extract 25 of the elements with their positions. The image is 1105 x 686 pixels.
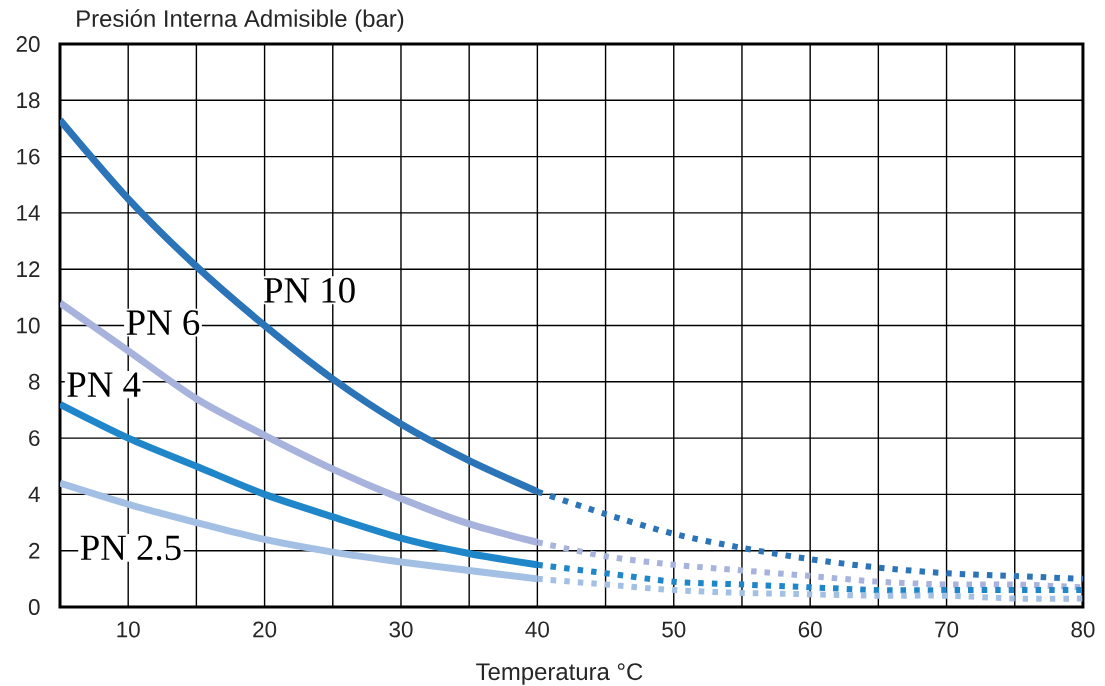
x-tick-label: 60 — [798, 621, 822, 638]
x-tick-label: 40 — [525, 621, 549, 638]
y-tick-label: 10 — [17, 317, 40, 334]
y-tick-label: 8 — [28, 373, 40, 390]
y-tick-label: 4 — [28, 486, 40, 503]
series-label: PN 10 — [264, 277, 355, 303]
y-axis-title: Presión Interna Admisible (bar) — [77, 9, 404, 32]
x-tick-label: 20 — [253, 621, 277, 638]
series-label: PN 2.5 — [80, 535, 181, 561]
y-tick-label: 18 — [17, 92, 40, 109]
x-tick-label: 70 — [935, 621, 959, 638]
y-tick-label: 2 — [29, 542, 40, 559]
series-label: PN 4 — [67, 372, 141, 397]
x-tick-label: 30 — [389, 621, 413, 638]
x-tick-label: 10 — [117, 621, 140, 638]
y-tick-label: 14 — [17, 205, 40, 221]
y-tick-label: 0 — [28, 599, 40, 615]
x-axis-title: Temperatura °C — [476, 663, 643, 685]
y-tick-label: 12 — [17, 261, 40, 278]
y-tick-label: 16 — [17, 148, 40, 165]
y-tick-label: 20 — [16, 36, 40, 52]
y-tick-label: 6 — [29, 430, 40, 447]
x-tick-label: 80 — [1071, 621, 1095, 638]
x-tick-label: 50 — [662, 621, 686, 638]
series-label: PN 6 — [126, 310, 200, 336]
